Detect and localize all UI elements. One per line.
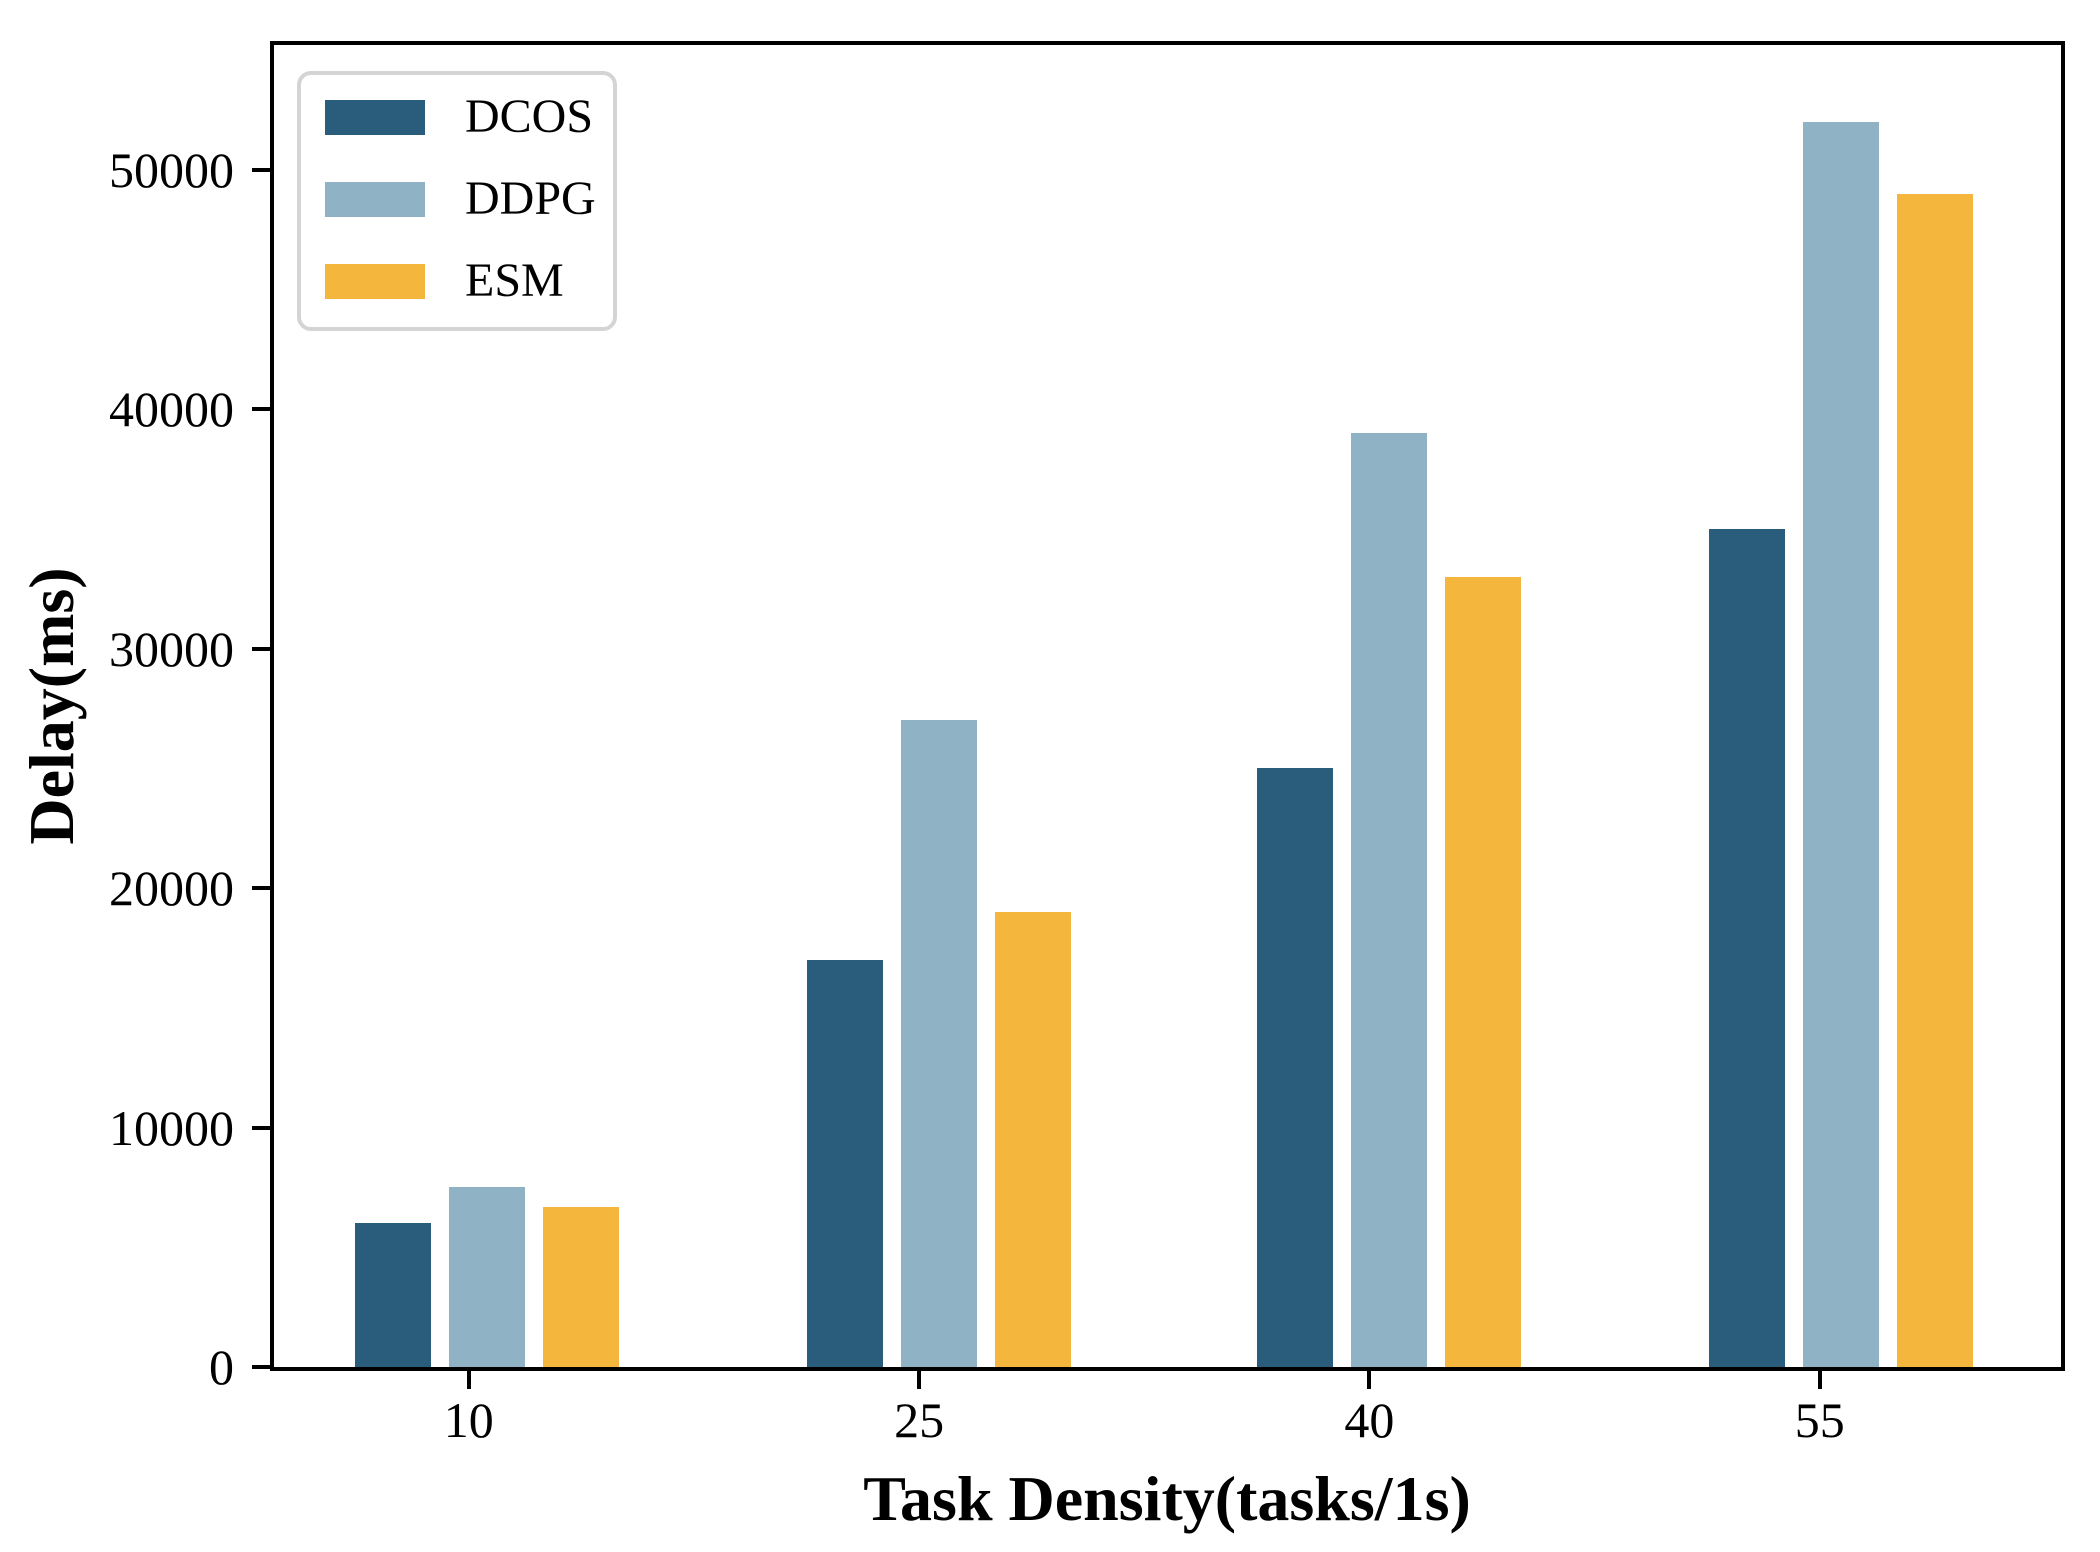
y-axis-title: Delay(ms)	[16, 567, 87, 845]
legend-swatch-ddpg	[325, 181, 425, 217]
x-tick-label: 10	[443, 1392, 494, 1448]
legend-label-dcos: DCOS	[465, 90, 594, 143]
y-tick-label: 0	[209, 1339, 234, 1395]
bar-esm-55	[1897, 193, 1974, 1367]
legend-item-esm: ESM	[325, 257, 589, 305]
bar-group-25	[806, 720, 1071, 1367]
y-tick	[252, 167, 270, 172]
x-tick-label: 40	[1344, 1392, 1395, 1448]
bar-esm-25	[994, 911, 1071, 1367]
bar-dcos-40	[1257, 768, 1334, 1367]
bar-group-55	[1709, 121, 1974, 1367]
legend: DCOS DDPG ESM	[297, 71, 617, 331]
bar-dcos-25	[806, 959, 883, 1367]
legend-label-ddpg: DDPG	[465, 172, 596, 225]
y-tick-label: 20000	[109, 860, 234, 916]
x-tick-label: 25	[894, 1392, 945, 1448]
x-tick	[466, 1371, 471, 1389]
bar-esm-10	[542, 1206, 619, 1367]
y-tick	[252, 407, 270, 412]
x-tick-label: 55	[1794, 1392, 1845, 1448]
legend-label-esm: ESM	[465, 254, 564, 307]
plot-area: 0 10000 20000 30000 40000 50000 10 25 40 55 DCOS…	[109, 41, 2065, 1445]
y-tick-label: 30000	[109, 620, 234, 677]
bar-dcos-10	[354, 1223, 431, 1367]
y-tick	[252, 1365, 270, 1369]
bar-ddpg-40	[1351, 432, 1428, 1367]
bar-ddpg-10	[448, 1187, 525, 1367]
y-tick-label: 50000	[109, 141, 234, 198]
legend-item-dcos: DCOS	[325, 93, 593, 141]
x-tick	[917, 1371, 922, 1389]
y-tick	[252, 886, 270, 890]
bar-dcos-55	[1709, 528, 1786, 1367]
bar-group-40	[1257, 432, 1522, 1367]
legend-swatch-dcos	[325, 99, 425, 135]
x-axis-title: Task Density(tasks/1s)	[863, 1463, 1471, 1534]
y-tick-label: 40000	[109, 381, 234, 438]
bar-group-10	[354, 1187, 619, 1367]
y-tick-label: 10000	[109, 1099, 234, 1156]
legend-swatch-esm	[325, 263, 425, 299]
legend-item-ddpg: DDPG	[325, 175, 596, 223]
bar-ddpg-55	[1803, 121, 1880, 1367]
y-tick	[252, 646, 270, 651]
bar-esm-40	[1445, 576, 1522, 1367]
y-tick	[252, 1125, 270, 1130]
x-tick	[1817, 1371, 1822, 1389]
x-tick	[1367, 1371, 1372, 1389]
bar-ddpg-25	[900, 720, 977, 1367]
